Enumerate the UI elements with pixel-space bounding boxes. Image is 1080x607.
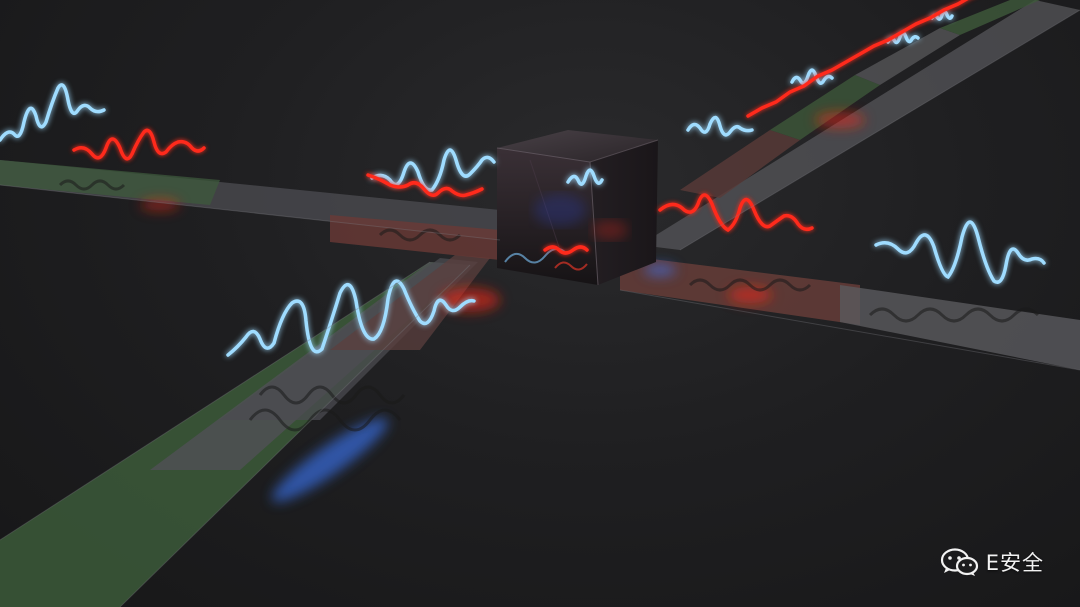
watermark-text: E安全 xyxy=(985,551,1044,575)
red-wave-inside-cube xyxy=(543,245,589,255)
red-wave-upper-left xyxy=(72,128,206,161)
nonlinear-crystal-cube xyxy=(496,130,659,286)
wave-shadows xyxy=(58,179,1040,432)
track-edge-highlights xyxy=(0,9,1080,607)
red-wave-center-left xyxy=(366,173,484,198)
red-wave-diagonal xyxy=(746,0,969,118)
blue-wave-near-cube xyxy=(566,168,604,186)
blue-wave-front-left xyxy=(226,279,476,357)
blue-wave-right xyxy=(874,220,1046,284)
watermark: E安全 xyxy=(940,547,1044,577)
blue-wave-packets xyxy=(0,10,1046,357)
red-wave-right-of-cube xyxy=(658,193,814,233)
blue-wave-upper-left xyxy=(0,83,106,142)
red-wave-packets xyxy=(72,0,969,255)
blue-wave-center xyxy=(370,148,496,192)
track-reflections xyxy=(140,112,865,502)
blue-wave-diagonal-2 xyxy=(790,68,834,85)
wechat-icon xyxy=(940,548,978,576)
blue-wave-diagonal-1 xyxy=(686,115,754,137)
